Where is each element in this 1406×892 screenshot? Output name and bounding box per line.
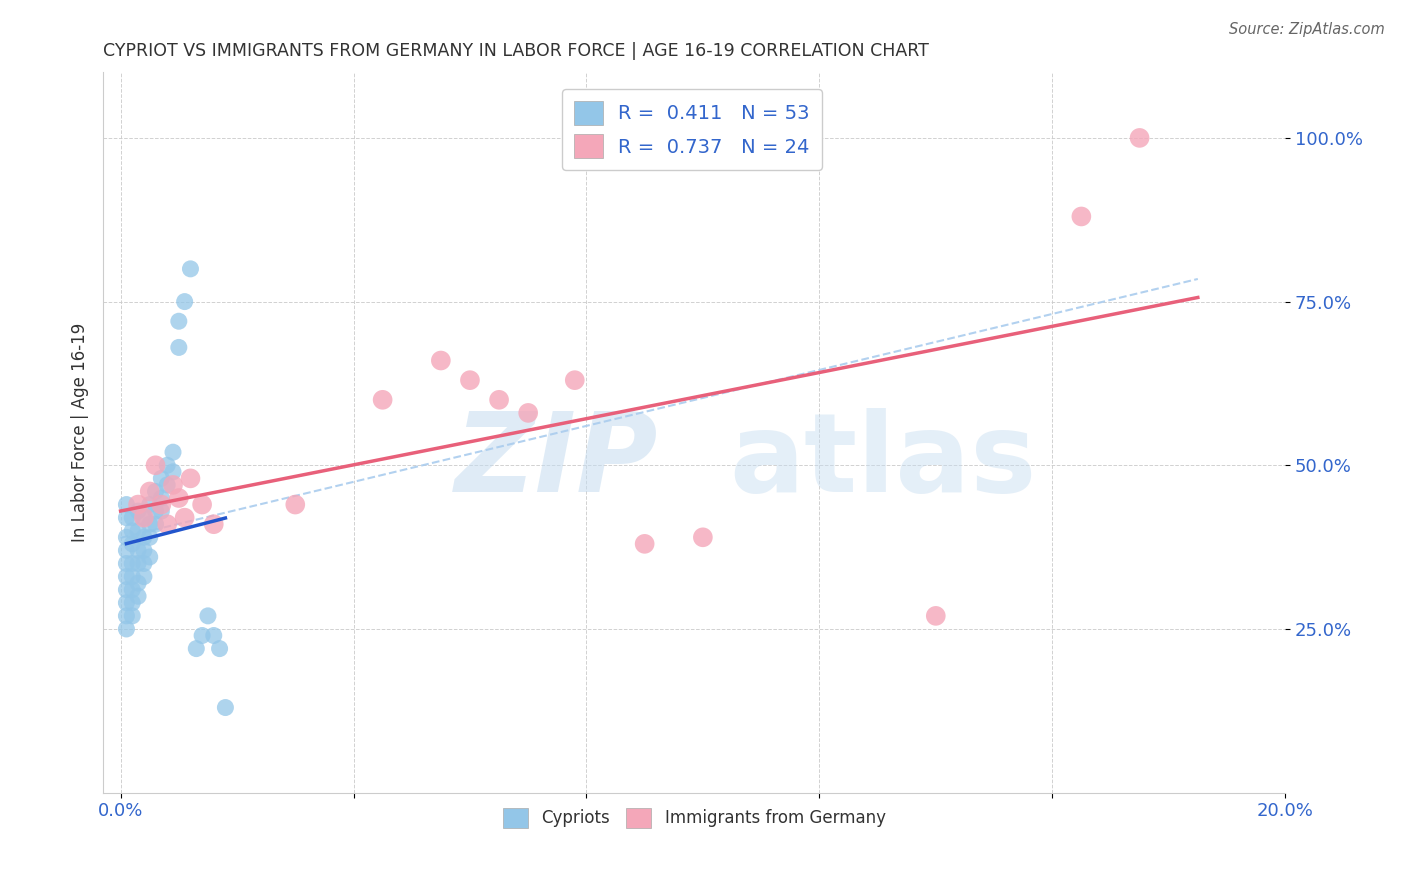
Point (167, 340, 190, 354)
Point (191, 498, 214, 512)
Point (156, 458, 179, 473)
Point (145, 458, 167, 473)
Point (162, 465, 184, 479)
Point (121, 582, 143, 597)
Point (430, 353, 453, 368)
Point (138, 484, 160, 499)
Point (633, 537, 655, 551)
Point (167, 491, 190, 505)
Point (115, 557, 138, 571)
Legend: Cypriots, Immigrants from Germany: Cypriots, Immigrants from Germany (496, 801, 893, 835)
Point (127, 504, 149, 518)
Point (202, 628, 225, 642)
Point (127, 498, 149, 512)
Point (173, 510, 195, 524)
Point (1070, 210, 1092, 224)
Point (132, 510, 155, 524)
Point (162, 478, 184, 492)
Point (150, 471, 173, 485)
Point (115, 622, 138, 636)
Point (150, 498, 173, 512)
Point (115, 543, 138, 558)
Point (145, 504, 167, 518)
Y-axis label: In Labor Force | Age 16-19: In Labor Force | Age 16-19 (72, 323, 89, 542)
Point (173, 294, 195, 309)
Point (115, 582, 138, 597)
Point (121, 557, 143, 571)
Point (179, 471, 201, 485)
Point (517, 406, 540, 420)
Point (132, 510, 155, 524)
Point (197, 608, 219, 623)
Point (138, 549, 160, 564)
Point (208, 641, 231, 656)
Text: ZIP: ZIP (456, 408, 658, 515)
Point (214, 700, 236, 714)
Point (138, 530, 160, 544)
Point (132, 569, 155, 583)
Point (179, 261, 201, 276)
Point (132, 530, 155, 544)
Point (127, 543, 149, 558)
Point (1129, 131, 1152, 145)
Point (115, 569, 138, 583)
Point (145, 484, 167, 499)
Point (115, 498, 138, 512)
Point (121, 510, 143, 524)
Point (564, 373, 586, 387)
Point (145, 517, 167, 532)
Point (202, 517, 225, 532)
Text: Source: ZipAtlas.com: Source: ZipAtlas.com (1229, 22, 1385, 37)
Point (284, 498, 307, 512)
Point (371, 392, 394, 407)
Point (488, 392, 510, 407)
Point (138, 517, 160, 532)
Point (121, 524, 143, 538)
Point (186, 641, 208, 656)
Point (121, 596, 143, 610)
Point (162, 445, 184, 459)
Point (150, 491, 173, 505)
Point (692, 530, 714, 544)
Point (115, 608, 138, 623)
Point (115, 530, 138, 544)
Point (132, 543, 155, 558)
Point (191, 628, 214, 642)
Point (132, 557, 155, 571)
Point (115, 510, 138, 524)
Text: atlas: atlas (730, 408, 1038, 515)
Point (150, 504, 173, 518)
Point (121, 537, 143, 551)
Point (167, 314, 190, 328)
Point (121, 608, 143, 623)
Point (156, 478, 179, 492)
Point (127, 524, 149, 538)
Point (925, 608, 948, 623)
Point (121, 569, 143, 583)
Point (127, 589, 149, 603)
Point (115, 596, 138, 610)
Point (156, 517, 179, 532)
Point (127, 557, 149, 571)
Point (127, 576, 149, 591)
Point (138, 498, 160, 512)
Text: CYPRIOT VS IMMIGRANTS FROM GERMANY IN LABOR FORCE | AGE 16-19 CORRELATION CHART: CYPRIOT VS IMMIGRANTS FROM GERMANY IN LA… (103, 42, 929, 60)
Point (458, 373, 481, 387)
